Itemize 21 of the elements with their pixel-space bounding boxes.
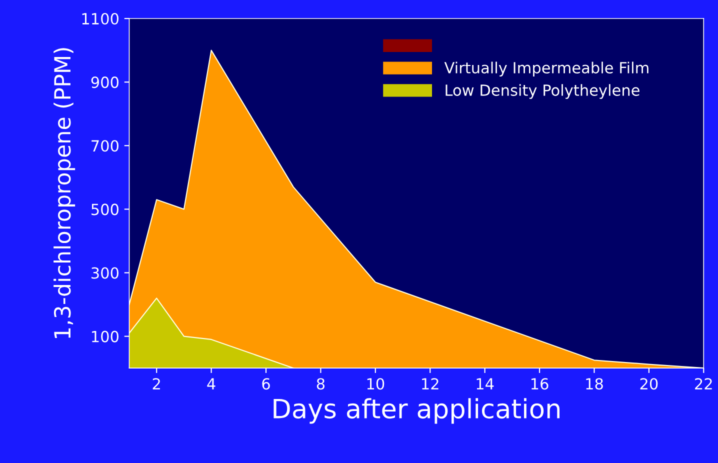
y-tick-label: 100 — [92, 330, 119, 342]
x-tick-label: 18 — [586, 378, 603, 390]
x-tick-label: 16 — [531, 378, 548, 390]
x-tick-label: 12 — [422, 378, 438, 390]
y-tick-label: 500 — [92, 204, 119, 216]
x-tick-label: 8 — [316, 378, 325, 390]
x-tick-label: 2 — [152, 378, 160, 390]
x-tick-label: 10 — [367, 378, 384, 390]
y-tick-label: 900 — [91, 76, 119, 88]
y-axis-title: 1,3-dichloropropene (PPM) — [54, 48, 76, 338]
y-tick-label: 700 — [92, 140, 119, 152]
x-tick-label: 20 — [640, 378, 658, 390]
y-tick-label: 1100 — [82, 12, 118, 25]
x-tick-label: 4 — [207, 378, 216, 390]
x-tick-label: 14 — [476, 378, 494, 390]
x-tick-label: 6 — [262, 378, 270, 390]
x-axis-title: Days after application — [274, 398, 560, 424]
legend-label: Virtually Impermeable Film — [444, 62, 648, 76]
legend-label: Low Density Polytheylene — [446, 84, 640, 99]
y-tick-label: 300 — [92, 267, 119, 279]
x-tick-label: 22 — [695, 378, 712, 390]
